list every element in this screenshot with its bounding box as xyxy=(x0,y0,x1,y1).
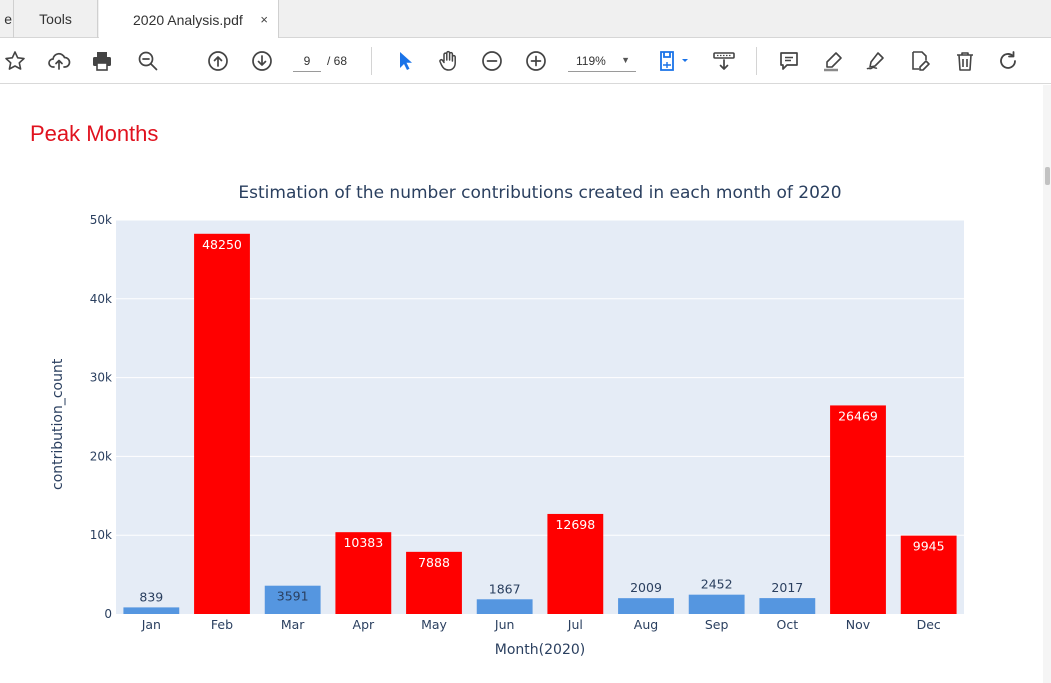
y-tick-label: 30k xyxy=(90,371,112,385)
data-label: 3591 xyxy=(277,589,309,604)
tab-home-label: e xyxy=(4,11,12,27)
zoom-out-icon[interactable] xyxy=(479,38,505,84)
document-page: Peak Months Estimation of the number con… xyxy=(0,85,1040,683)
toolbar-divider xyxy=(371,47,372,75)
data-label: 839 xyxy=(139,589,163,604)
zoom-value: 119% xyxy=(576,53,606,68)
scroll-mode-icon[interactable] xyxy=(710,38,738,84)
bar-chart: 0 10k 20k 30k 40k 50k 839 Jan 48250 Feb 3591 Mar 103… xyxy=(90,213,964,632)
sign-icon[interactable] xyxy=(862,38,890,84)
plot-area xyxy=(116,220,964,614)
zoom-in-icon[interactable] xyxy=(523,38,549,84)
x-tick-label: Oct xyxy=(777,617,799,632)
x-tick-label: Jul xyxy=(567,617,583,632)
page-down-icon[interactable] xyxy=(249,38,275,84)
vertical-scrollbar[interactable] xyxy=(1043,85,1051,683)
bar xyxy=(406,551,462,614)
data-label: 2009 xyxy=(630,580,662,595)
tab-document-label: 2020 Analysis.pdf xyxy=(133,11,243,28)
tab-document[interactable]: 2020 Analysis.pdf × xyxy=(99,0,279,39)
bar xyxy=(123,607,180,614)
toolbar-divider xyxy=(756,47,757,75)
chart-title: Estimation of the number contributions c… xyxy=(238,183,842,203)
x-tick-label: Sep xyxy=(705,617,729,632)
star-icon[interactable] xyxy=(2,38,28,84)
rotate-icon[interactable] xyxy=(995,38,1021,84)
data-label: 2017 xyxy=(771,580,803,595)
highlight-icon[interactable] xyxy=(820,38,846,84)
data-label: 2452 xyxy=(701,577,733,592)
delete-icon[interactable] xyxy=(952,38,978,84)
y-tick-label: 40k xyxy=(90,292,112,306)
bar xyxy=(335,532,392,614)
zoom-search-icon[interactable] xyxy=(135,38,161,84)
tab-tools-label: Tools xyxy=(39,11,72,27)
fit-page-icon[interactable] xyxy=(656,38,692,84)
y-tick-label: 50k xyxy=(90,213,112,227)
data-label: 48250 xyxy=(202,237,242,252)
page-up-icon[interactable] xyxy=(205,38,231,84)
data-label: 9945 xyxy=(913,539,945,554)
bar xyxy=(194,233,250,615)
page-total: / 68 xyxy=(327,54,348,68)
y-tick-label: 0 xyxy=(104,607,112,621)
page-number-input[interactable] xyxy=(293,50,321,72)
scrollbar-thumb[interactable] xyxy=(1045,167,1050,185)
tab-home-partial[interactable]: e xyxy=(0,0,12,38)
bar xyxy=(900,535,957,614)
y-axis-label: contribution_count xyxy=(50,358,66,490)
bar xyxy=(688,594,745,614)
data-label: 7888 xyxy=(418,555,450,570)
close-icon[interactable]: × xyxy=(260,12,268,27)
chevron-down-icon: ▼ xyxy=(621,55,630,65)
tab-tools[interactable]: Tools xyxy=(13,0,98,38)
tab-bar: e Tools 2020 Analysis.pdf × xyxy=(0,0,1051,39)
y-tick-label: 20k xyxy=(90,449,112,463)
hand-pan-icon[interactable] xyxy=(435,38,461,84)
data-label: 26469 xyxy=(838,408,878,423)
bar xyxy=(830,405,886,614)
x-tick-label: Mar xyxy=(281,617,305,632)
bar xyxy=(476,599,533,614)
x-axis-label: Month(2020) xyxy=(494,642,586,658)
x-tick-label: Aug xyxy=(634,617,658,632)
cloud-upload-icon[interactable] xyxy=(46,38,72,84)
data-label: 10383 xyxy=(343,535,383,550)
print-icon[interactable] xyxy=(89,38,115,84)
page-heading: Peak Months xyxy=(30,121,159,146)
zoom-select[interactable]: 119% ▼ xyxy=(568,50,636,72)
select-cursor-icon[interactable] xyxy=(392,38,418,84)
comment-icon[interactable] xyxy=(776,38,802,84)
x-tick-label: Feb xyxy=(211,617,233,632)
data-label: 12698 xyxy=(555,517,595,532)
bar xyxy=(547,513,604,614)
x-tick-label: Dec xyxy=(917,617,941,632)
bar xyxy=(759,598,816,614)
x-tick-label: Apr xyxy=(353,617,375,632)
edit-pdf-icon[interactable] xyxy=(906,38,934,84)
x-tick-label: May xyxy=(421,617,447,632)
x-tick-label: Jun xyxy=(494,617,515,632)
x-tick-label: Jan xyxy=(141,617,161,632)
x-tick-label: Nov xyxy=(846,617,871,632)
bar xyxy=(618,598,674,614)
y-tick-label: 10k xyxy=(90,528,112,542)
toolbar: / 68 119% ▼ xyxy=(0,38,1051,84)
bar xyxy=(264,585,321,614)
data-label: 1867 xyxy=(489,581,521,596)
